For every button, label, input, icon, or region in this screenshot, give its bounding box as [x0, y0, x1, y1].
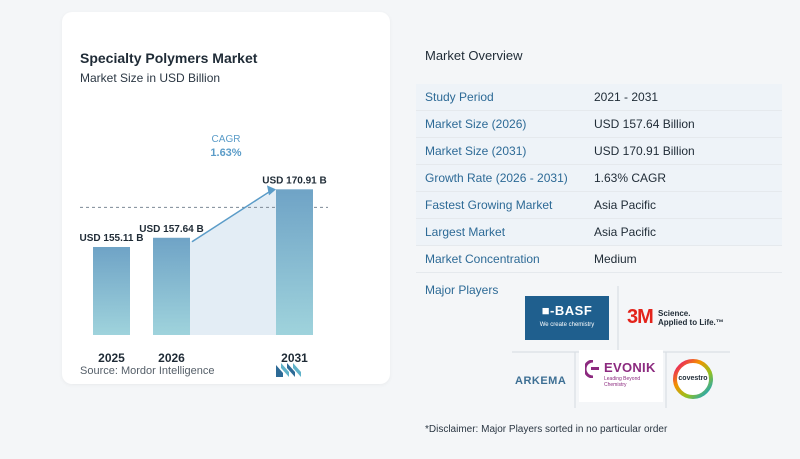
3m-tagline: Science. Applied to Life.™	[658, 309, 768, 327]
basf-wordmark: BASF	[554, 303, 593, 318]
overview-value: Medium	[594, 252, 637, 266]
3m-mark: 3M	[627, 306, 654, 328]
cagr-band	[190, 189, 276, 335]
basf-mark: ■-	[541, 303, 555, 318]
basf-tagline: We create chemistry	[539, 322, 595, 328]
players-title: Major Players	[425, 283, 499, 297]
arkema-logo: ARKEMA	[515, 375, 567, 387]
overview-value: USD 170.91 Billion	[594, 144, 695, 158]
basf-name: ■-BASF	[525, 303, 609, 318]
chart-subtitle: Market Size in USD Billion	[80, 71, 221, 85]
covestro-ring-icon	[673, 359, 713, 399]
bar-2026	[153, 237, 190, 335]
cagr-value: 1.63%	[210, 147, 241, 159]
bar-value-label: USD 155.11 B	[80, 233, 144, 244]
bar-value-label: USD 170.91 B	[262, 175, 326, 186]
overview-title: Market Overview	[425, 48, 523, 63]
overview-row-study-period: Study Period 2021 - 2031	[416, 84, 782, 111]
bar-2031	[276, 189, 313, 335]
overview-table: Study Period 2021 - 2031 Market Size (20…	[416, 84, 782, 273]
x-tick-label: 2025	[98, 351, 125, 365]
x-tick-label: 2031	[281, 351, 308, 365]
disclaimer: *Disclaimer: Major Players sorted in no …	[425, 424, 668, 435]
bar-chart: USD 155.11 B 2025 USD 157.64 B 2026 USD 170.…	[80, 134, 328, 365]
chart-source: Source: Mordor Intelligence	[80, 365, 215, 377]
evonik-logo: EVONIK Leading Beyond Chemistry	[579, 350, 663, 402]
overview-label: Market Size (2031)	[425, 144, 527, 158]
overview-row-largest-market: Largest Market Asia Pacific	[416, 219, 782, 246]
cagr-arrow	[191, 190, 271, 243]
overview-label: Market Concentration	[425, 252, 540, 266]
evonik-tagline: Leading Beyond Chemistry	[604, 376, 641, 388]
overview-value: USD 157.64 Billion	[594, 117, 695, 131]
bar-2025	[93, 246, 130, 335]
covestro-logo: covestro	[672, 358, 714, 405]
overview-value: Asia Pacific	[594, 225, 657, 239]
overview-value: 1.63% CAGR	[594, 171, 667, 185]
mordor-logo-icon	[276, 363, 301, 377]
overview-label: Market Size (2026)	[425, 117, 527, 131]
3m-tagline-line2: Applied to Life.™	[658, 318, 724, 327]
covestro-wordmark: covestro	[678, 375, 708, 382]
basf-logo: ■-BASF We create chemistry	[525, 296, 609, 340]
overview-label: Study Period	[425, 90, 494, 104]
overview-row-fastest-growing: Fastest Growing Market Asia Pacific	[416, 192, 782, 219]
x-tick-label: 2026	[158, 351, 185, 365]
bar-value-label: USD 157.64 B	[139, 224, 203, 235]
overview-label: Growth Rate (2026 - 2031)	[425, 171, 568, 185]
chart-card: Specialty Polymers Market Market Size in…	[62, 12, 390, 384]
chart-title: Specialty Polymers Market	[80, 50, 258, 66]
3m-tagline-line1: Science.	[658, 309, 691, 318]
overview-row-size-2026: Market Size (2026) USD 157.64 Billion	[416, 111, 782, 138]
evonik-wordmark: EVONIK	[604, 360, 656, 375]
overview-row-concentration: Market Concentration Medium	[416, 246, 782, 273]
overview-row-size-2031: Market Size (2031) USD 170.91 Billion	[416, 138, 782, 165]
overview-value: 2021 - 2031	[594, 90, 659, 104]
overview-label: Fastest Growing Market	[425, 198, 553, 212]
cagr-label: CAGR	[212, 134, 241, 145]
overview-label: Largest Market	[425, 225, 506, 239]
cagr-arrowhead	[267, 185, 276, 196]
overview-value: Asia Pacific	[594, 198, 657, 212]
overview-row-growth-rate: Growth Rate (2026 - 2031) 1.63% CAGR	[416, 165, 782, 192]
evonik-icon	[585, 360, 599, 378]
